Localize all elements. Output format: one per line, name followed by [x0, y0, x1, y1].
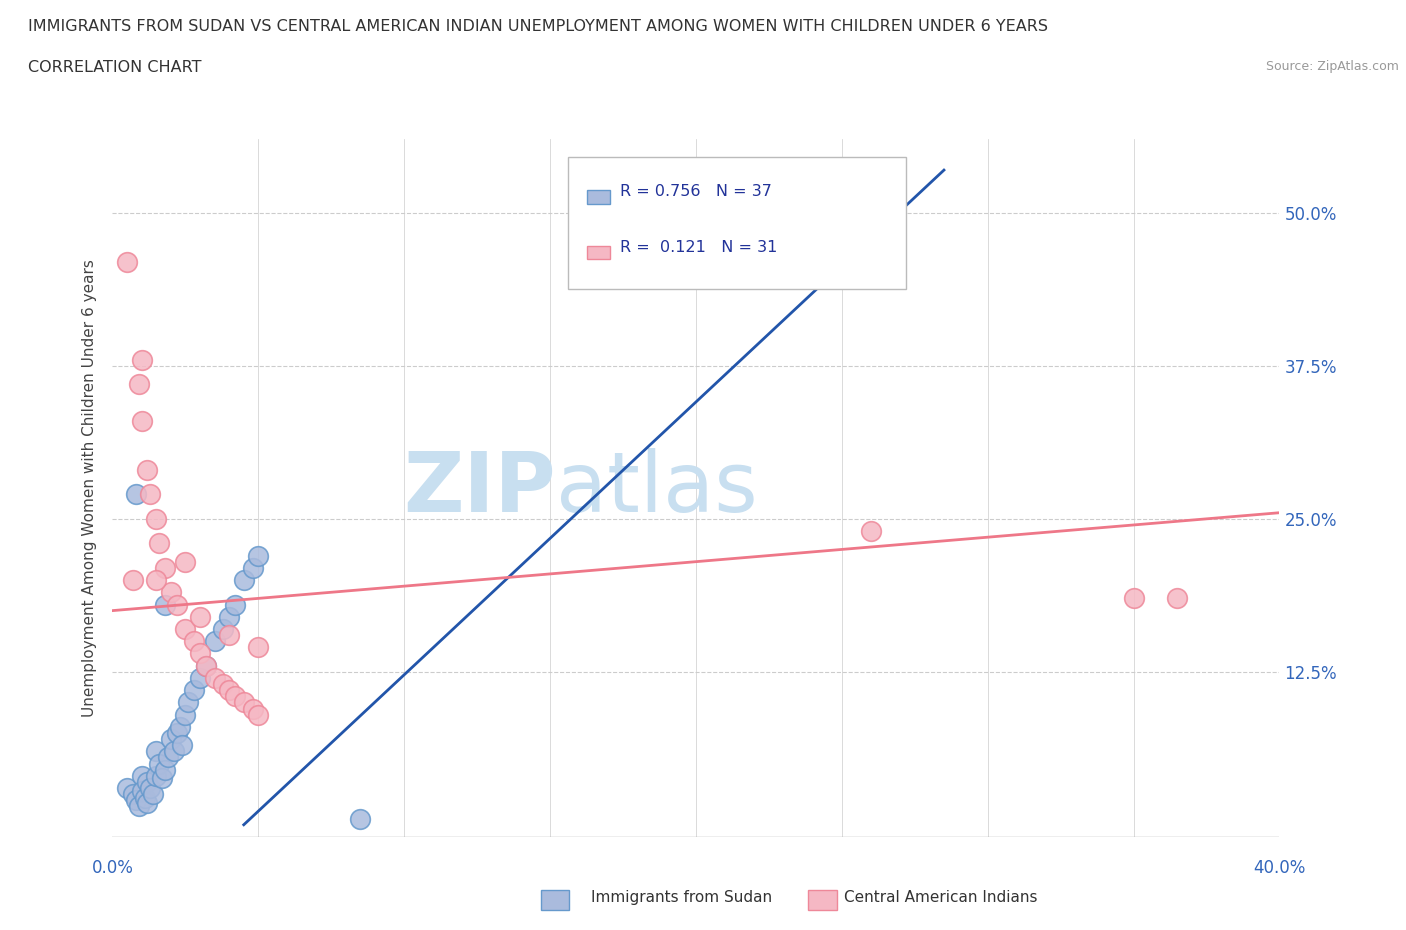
Point	[122, 573, 145, 588]
Point	[232, 695, 254, 710]
Point	[131, 414, 153, 429]
Point	[153, 763, 176, 777]
Point	[188, 671, 211, 685]
Point	[145, 744, 167, 759]
Point	[194, 658, 217, 673]
Point	[136, 795, 159, 810]
Text: Central American Indians: Central American Indians	[844, 890, 1038, 905]
Point	[145, 573, 167, 588]
Point	[218, 628, 240, 643]
Point	[125, 487, 148, 502]
Point	[218, 609, 240, 624]
Point	[125, 793, 148, 808]
Bar	[808, 890, 837, 910]
Point	[174, 554, 197, 569]
Point	[204, 633, 226, 648]
Point	[212, 621, 235, 636]
Point	[183, 633, 205, 648]
Text: 40.0%: 40.0%	[1253, 859, 1306, 877]
Point	[115, 255, 138, 270]
Point	[160, 585, 183, 600]
Point	[349, 811, 371, 826]
Y-axis label: Unemployment Among Women with Children Under 6 years: Unemployment Among Women with Children U…	[82, 259, 97, 717]
Point	[174, 621, 197, 636]
Point	[204, 671, 226, 685]
FancyBboxPatch shape	[568, 157, 905, 289]
Point	[172, 737, 194, 752]
Point	[859, 524, 883, 538]
Point	[122, 787, 145, 802]
Point	[153, 597, 176, 612]
Point	[242, 701, 264, 716]
Point	[174, 707, 197, 722]
Point	[169, 720, 191, 735]
Point	[232, 573, 254, 588]
Text: Source: ZipAtlas.com: Source: ZipAtlas.com	[1265, 60, 1399, 73]
Text: ZIP: ZIP	[404, 447, 555, 529]
Point	[145, 512, 167, 526]
Bar	[541, 890, 569, 910]
Point	[139, 487, 162, 502]
Point	[177, 695, 200, 710]
Point	[224, 597, 246, 612]
Point	[166, 597, 188, 612]
Point	[148, 536, 170, 551]
Text: 0.0%: 0.0%	[91, 859, 134, 877]
Point	[134, 790, 156, 805]
Point	[163, 744, 186, 759]
Point	[188, 609, 211, 624]
Bar	[588, 246, 610, 259]
Point	[1166, 591, 1188, 605]
Text: CORRELATION CHART: CORRELATION CHART	[28, 60, 201, 75]
Point	[139, 780, 162, 795]
Point	[145, 768, 167, 783]
Point	[148, 756, 170, 771]
Point	[156, 750, 179, 764]
Text: IMMIGRANTS FROM SUDAN VS CENTRAL AMERICAN INDIAN UNEMPLOYMENT AMONG WOMEN WITH C: IMMIGRANTS FROM SUDAN VS CENTRAL AMERICA…	[28, 19, 1047, 33]
Point	[131, 783, 153, 798]
Point	[247, 548, 270, 563]
Point	[166, 725, 188, 740]
Point	[218, 683, 240, 698]
Point	[131, 768, 153, 783]
Point	[247, 707, 270, 722]
Point	[194, 658, 217, 673]
Point	[188, 646, 211, 661]
Text: R = 0.756   N = 37: R = 0.756 N = 37	[620, 184, 772, 199]
Point	[183, 683, 205, 698]
Point	[212, 677, 235, 692]
Text: R =  0.121   N = 31: R = 0.121 N = 31	[620, 240, 778, 255]
Point	[142, 787, 165, 802]
Text: atlas: atlas	[555, 447, 758, 529]
Bar	[588, 190, 610, 204]
Point	[1122, 591, 1144, 605]
Point	[136, 775, 159, 790]
Point	[128, 799, 150, 814]
Point	[160, 732, 183, 747]
Point	[242, 561, 264, 576]
Point	[224, 689, 246, 704]
Point	[131, 352, 153, 367]
Point	[153, 561, 176, 576]
Point	[247, 640, 270, 655]
Point	[150, 771, 173, 786]
Point	[115, 780, 138, 795]
Point	[136, 462, 159, 477]
Point	[128, 377, 150, 392]
Text: Immigrants from Sudan: Immigrants from Sudan	[591, 890, 772, 905]
